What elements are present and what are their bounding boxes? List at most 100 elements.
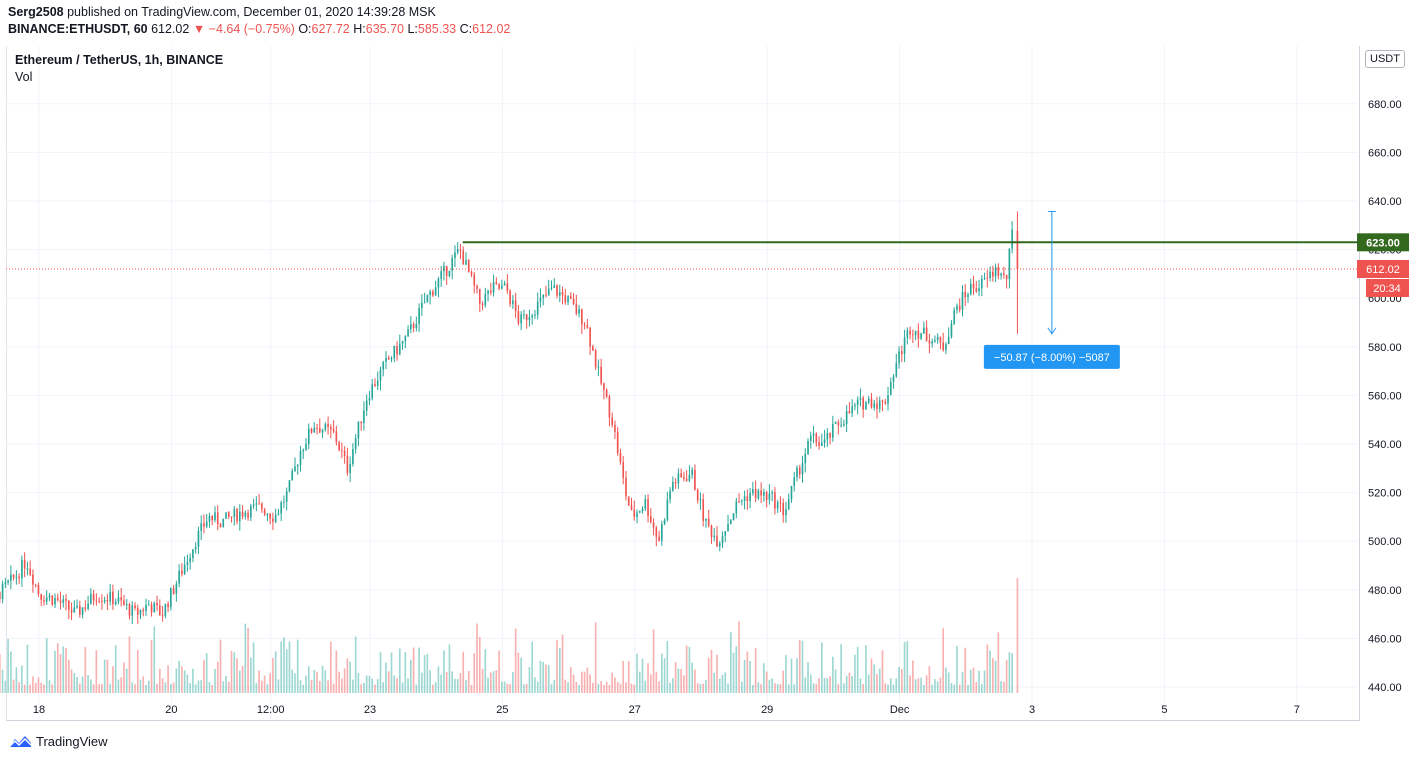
tradingview-brand[interactable]: TradingView: [8, 733, 108, 749]
candle-body: [581, 309, 583, 325]
volume-bar: [779, 684, 782, 693]
volume-bar: [539, 660, 542, 693]
volume-bar: [371, 678, 374, 693]
candle-body: [349, 464, 351, 473]
candle-body: [487, 290, 489, 294]
price-tick-label: 520.00: [1368, 488, 1402, 500]
candle-body: [473, 274, 476, 286]
candle-body: [412, 324, 415, 329]
volume-bar: [269, 673, 271, 693]
candle-body: [909, 330, 911, 335]
candle-body: [636, 512, 638, 517]
volume-bar: [589, 674, 591, 693]
candle-body: [752, 489, 754, 494]
candle-body: [923, 327, 925, 334]
candle-body: [200, 523, 203, 531]
candle-body: [310, 428, 313, 433]
candle-body: [992, 271, 994, 277]
volume-bar: [605, 681, 608, 693]
volume-bar: [804, 677, 807, 693]
author-name[interactable]: Serg2508: [8, 5, 64, 19]
candle-body: [746, 496, 749, 501]
candle-body: [575, 303, 578, 314]
volume-bar: [856, 646, 859, 693]
candle-body: [680, 473, 682, 477]
volume-bar: [986, 644, 989, 693]
volume-bar: [59, 653, 62, 693]
candle-body: [103, 600, 106, 602]
candle-body: [125, 604, 128, 606]
volume-bar: [567, 682, 569, 693]
volume-bar: [718, 678, 721, 693]
candle-body: [776, 502, 779, 509]
candle-body: [983, 277, 986, 279]
candle-body: [277, 513, 280, 515]
volume-bar: [776, 683, 779, 693]
volume-bar: [843, 683, 845, 693]
volume-bar: [644, 680, 647, 693]
volume-bar: [470, 684, 473, 693]
volume-bar: [616, 681, 619, 693]
volume-bar: [652, 629, 655, 693]
volume-bar: [272, 658, 274, 693]
candle-body: [269, 513, 271, 519]
volume-bar: [376, 679, 379, 693]
candle-body: [710, 525, 713, 538]
volume-bar: [597, 683, 600, 693]
candle-body: [484, 293, 487, 306]
volume-bar: [663, 658, 666, 693]
candle-body: [561, 292, 564, 296]
candle-body: [779, 502, 782, 504]
chart-pane[interactable]: [6, 46, 1360, 721]
candle-body: [128, 604, 131, 616]
candle-body: [106, 600, 109, 602]
volume-bar: [238, 670, 241, 693]
candle-body: [492, 282, 495, 293]
candle-body: [7, 580, 9, 583]
candle-body: [134, 605, 136, 609]
candle-body: [867, 398, 870, 403]
volume-bar: [415, 684, 418, 693]
candle-body: [658, 536, 660, 541]
volume-bar: [147, 680, 150, 693]
low-value: 585.33: [417, 22, 457, 36]
volume-bar: [757, 682, 760, 693]
candle-body: [754, 489, 757, 499]
volume-bar: [633, 684, 636, 693]
volume-bar: [969, 669, 972, 693]
volume-bar: [445, 671, 448, 693]
volume-bars: [0, 578, 1019, 693]
volume-bar: [1, 669, 4, 693]
volume-bar: [735, 646, 738, 693]
volume-bar: [812, 683, 815, 693]
volume-bar: [550, 684, 553, 693]
volume-bar: [404, 652, 407, 693]
candle-body: [603, 383, 605, 390]
candle-body: [280, 502, 283, 514]
volume-bar: [531, 641, 534, 693]
volume-bar: [462, 651, 465, 693]
volume-bar: [167, 665, 169, 693]
volume-bar: [547, 665, 550, 693]
volume-bar: [989, 650, 991, 693]
volume-bar: [945, 667, 947, 693]
volume-bar: [349, 661, 351, 693]
candle-body: [95, 600, 98, 602]
candle-body: [989, 271, 991, 279]
volume-bar: [763, 663, 765, 693]
candle-body: [986, 277, 989, 279]
candle-body: [434, 287, 437, 296]
candle-body: [84, 607, 87, 609]
volume-bar: [222, 681, 225, 693]
candle-body: [37, 584, 40, 594]
candle-body: [470, 271, 473, 275]
currency-unit-button[interactable]: USDT: [1365, 50, 1405, 68]
candle-body: [898, 351, 900, 364]
candle-body: [705, 518, 707, 521]
candle-body: [735, 501, 738, 514]
volume-bar: [459, 673, 462, 693]
candle-body: [92, 593, 95, 601]
volume-bar: [738, 621, 740, 693]
candle-body: [641, 508, 644, 512]
